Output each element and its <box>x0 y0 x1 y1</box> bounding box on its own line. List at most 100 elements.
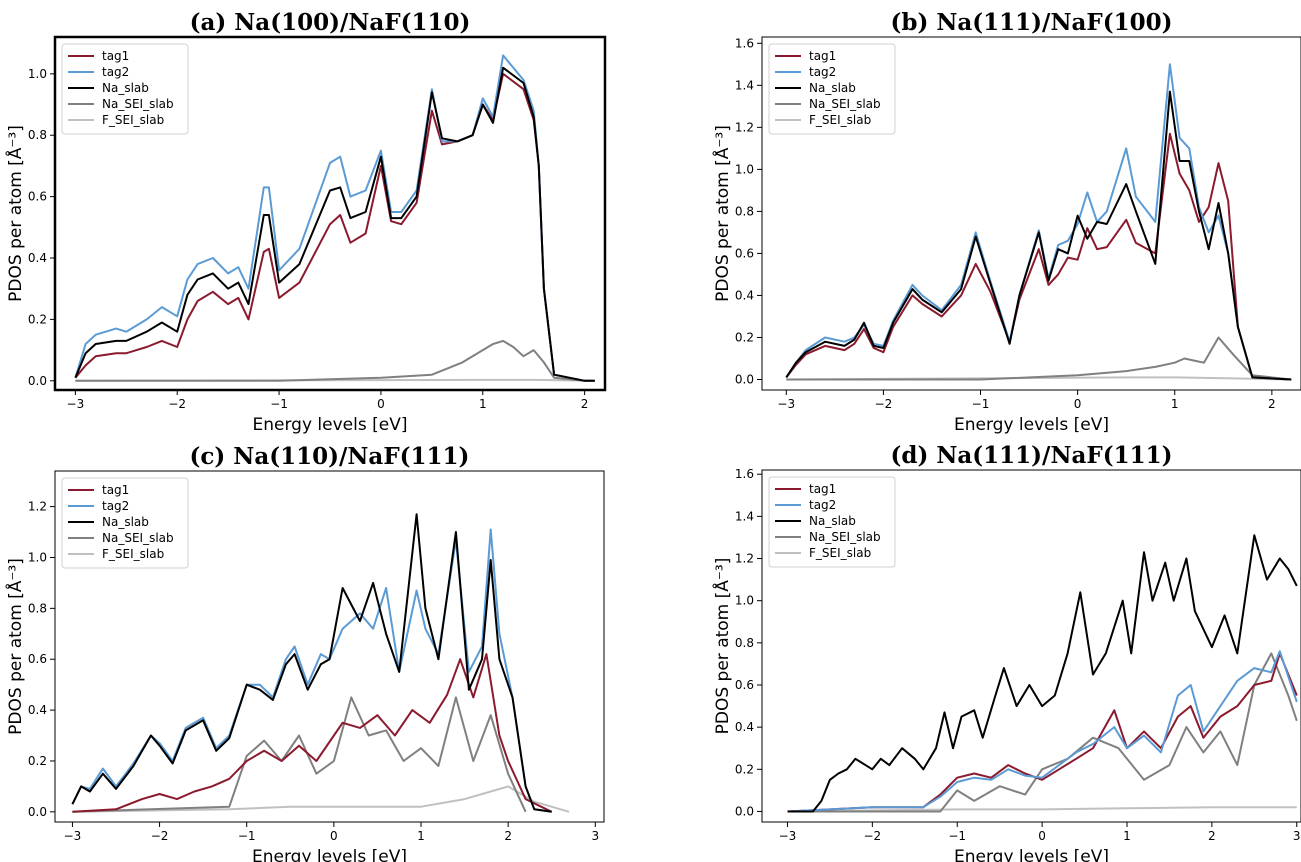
x-tick-label: −3 <box>777 397 795 411</box>
series-line-tag1 <box>74 72 595 382</box>
legend: tag1 tag2 Na_slab Na_SEI_slab F_SEI_slab <box>61 477 189 569</box>
legend-entry: Na_SEI_slab <box>102 531 174 545</box>
legend-entry: tag2 <box>809 65 836 79</box>
legend-entry: tag1 <box>809 49 836 63</box>
y-tick-label: 1.6 <box>735 36 754 50</box>
y-tick-label: 1.2 <box>735 552 754 566</box>
y-tick-label: 1.0 <box>28 67 47 81</box>
y-tick-label: 0.8 <box>735 204 754 218</box>
y-tick-label: 0.8 <box>28 128 47 142</box>
legend-entry: Na_SEI_slab <box>102 97 174 111</box>
y-tick-label: 1.6 <box>735 467 754 481</box>
y-tick-label: 1.0 <box>28 550 47 564</box>
y-tick-label: 1.2 <box>735 120 754 134</box>
series-line-na-slab <box>787 534 1298 813</box>
panel-4: −3 −2 −1 0 1 2 3 0.0 0.2 0.4 0.6 0.8 1.0 1.2 1.4 1.6 (d)… <box>711 442 1301 862</box>
x-tick-label: 2 <box>1208 829 1216 843</box>
chart-title: (b) Na(111)/NaF(100) <box>891 9 1173 36</box>
legend-entry: tag1 <box>102 483 129 497</box>
legend-box <box>768 43 896 135</box>
series-group <box>71 513 570 813</box>
series-line-na-sei-slab <box>75 339 585 382</box>
series-group <box>787 534 1298 813</box>
x-tick-label: 1 <box>1171 397 1179 411</box>
x-tick-label: 3 <box>1293 829 1301 843</box>
legend-entry: F_SEI_slab <box>809 113 871 127</box>
y-tick-label: 1.4 <box>735 78 754 92</box>
series-line-na-sei-slab <box>72 696 527 813</box>
series-line-na-sei-slab <box>787 652 1298 813</box>
series-line-tag2 <box>787 650 1298 813</box>
series-line-f-sei-slab <box>787 806 1297 813</box>
y-axis-label: PDOS per atom [Å⁻³] <box>4 558 26 735</box>
y-tick-label: 0.6 <box>735 246 754 260</box>
y-tick-label: 0.2 <box>28 754 47 768</box>
y-tick-label: 0.8 <box>28 601 47 615</box>
legend-entry: F_SEI_slab <box>809 546 871 560</box>
legend-entry: Na_slab <box>809 81 856 95</box>
legend-box <box>768 476 896 568</box>
chart-title: (d) Na(111)/NaF(111) <box>891 442 1173 469</box>
legend-entry: tag2 <box>809 498 836 512</box>
x-tick-label: 0 <box>377 397 385 411</box>
plot-frame <box>761 469 1301 823</box>
panel-1: −3 −2 −1 0 1 2 0.0 0.2 0.4 0.6 0.8 1.0 (a) Na(100)/N… <box>4 9 607 435</box>
x-tick-label: −2 <box>863 829 881 843</box>
y-tick-label: 1.0 <box>735 162 754 176</box>
series-line-f-sei-slab <box>72 785 570 813</box>
legend-entry: tag1 <box>809 482 836 496</box>
y-tick-label: 1.2 <box>28 500 47 514</box>
legend-entry: Na_slab <box>102 515 149 529</box>
plot-frame <box>761 36 1301 391</box>
x-tick-label: −1 <box>972 397 990 411</box>
x-tick-label: 2 <box>1268 397 1276 411</box>
x-tick-label: −2 <box>875 397 893 411</box>
x-tick-label: 1 <box>1123 829 1131 843</box>
x-tick-label: 0 <box>330 829 338 843</box>
y-tick-label: 1.0 <box>735 594 754 608</box>
series-line-na-sei-slab <box>786 336 1292 381</box>
legend: tag1 tag2 Na_slab Na_SEI_slab F_SEI_slab <box>768 476 896 568</box>
y-tick-label: 0.0 <box>735 804 754 818</box>
chart-title: (a) Na(100)/NaF(110) <box>190 9 471 36</box>
legend-box <box>61 477 189 569</box>
x-tick-label: 1 <box>417 829 425 843</box>
x-tick-label: −3 <box>64 829 82 843</box>
x-tick-label: −2 <box>151 829 169 843</box>
plot-frame <box>53 35 607 392</box>
legend-entry: F_SEI_slab <box>102 113 164 127</box>
legend-entry: Na_slab <box>102 81 149 95</box>
y-tick-label: 1.4 <box>735 509 754 523</box>
x-tick-label: 0 <box>1038 829 1046 843</box>
x-tick-label: −3 <box>779 829 797 843</box>
x-axis-label: Energy levels [eV] <box>253 415 408 435</box>
y-tick-label: 0.2 <box>28 312 47 326</box>
plot-frame <box>54 470 605 823</box>
x-axis-label: Energy levels [eV] <box>954 847 1109 862</box>
series-line-tag1 <box>785 132 1292 381</box>
legend-entry: tag1 <box>102 49 129 63</box>
x-tick-label: −3 <box>67 397 85 411</box>
legend-entry: F_SEI_slab <box>102 547 164 561</box>
y-axis-label: PDOS per atom [Å⁻³] <box>4 125 26 302</box>
series-line-tag2 <box>71 528 552 813</box>
x-tick-label: −2 <box>168 397 186 411</box>
y-tick-label: 0.8 <box>735 636 754 650</box>
y-tick-label: 0.6 <box>28 190 47 204</box>
legend: tag1 tag2 Na_slab Na_SEI_slab F_SEI_slab <box>61 43 189 135</box>
y-axis-label: PDOS per atom [Å⁻³] <box>711 558 733 735</box>
x-tick-label: 0 <box>1074 397 1082 411</box>
series-line-tag1 <box>72 653 553 813</box>
series-line-tag1 <box>787 652 1298 813</box>
y-tick-label: 0.4 <box>28 703 47 717</box>
y-tick-label: 0.4 <box>28 251 47 265</box>
x-axis-label: Energy levels [eV] <box>954 415 1109 435</box>
legend-entry: tag2 <box>102 65 129 79</box>
y-tick-label: 0.2 <box>735 330 754 344</box>
y-tick-label: 0.2 <box>735 762 754 776</box>
y-tick-label: 0.4 <box>735 288 754 302</box>
series-line-na-slab <box>74 66 595 382</box>
x-tick-label: 2 <box>504 829 512 843</box>
legend-entry: tag2 <box>102 499 129 513</box>
